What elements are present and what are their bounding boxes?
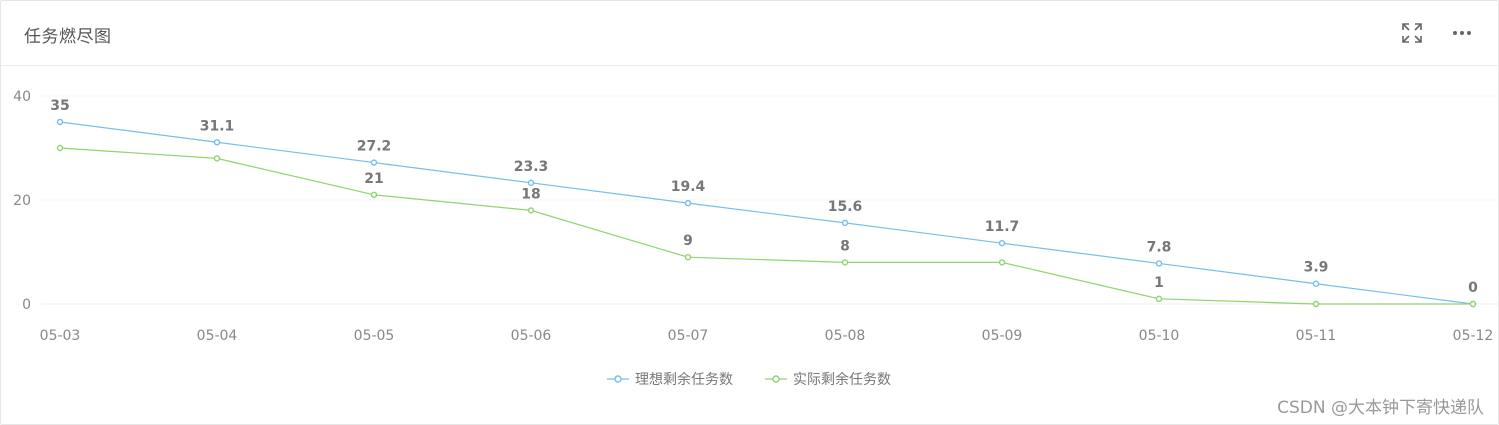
data-point[interactable] xyxy=(213,155,221,162)
y-axis-ticks: 0 20 40 xyxy=(13,89,31,313)
data-label: 31.1 xyxy=(200,118,235,134)
data-point[interactable] xyxy=(841,259,849,266)
x-tick-label: 05-09 xyxy=(982,328,1023,344)
data-point[interactable] xyxy=(1155,295,1163,302)
data-point[interactable] xyxy=(1155,260,1163,267)
series-line xyxy=(59,147,1473,305)
legend[interactable]: 理想剩余任务数 实际剩余任务数 xyxy=(607,371,891,388)
x-tick-label: 05-04 xyxy=(197,328,238,344)
data-label: 27.2 xyxy=(357,139,392,155)
data-label: 1 xyxy=(1154,275,1164,291)
data-label: 15.6 xyxy=(828,199,863,215)
x-tick-label: 05-11 xyxy=(1296,328,1337,344)
data-label: 9 xyxy=(683,233,693,249)
data-label: 7.8 xyxy=(1147,239,1172,255)
data-label: 21 xyxy=(364,171,383,187)
x-tick-label: 05-03 xyxy=(40,328,81,344)
series-group xyxy=(56,118,1477,308)
data-point[interactable] xyxy=(1312,300,1320,308)
data-label: 8 xyxy=(840,238,850,254)
data-labels: 35 31.1 27.2 23.3 19.4 15.6 11.7 7.8 3.9 0 21 18 9 8 1 xyxy=(50,98,1478,296)
data-label: 3.9 xyxy=(1304,260,1329,276)
x-tick-label: 05-05 xyxy=(354,328,395,344)
data-label: 11.7 xyxy=(985,219,1020,235)
x-tick-label: 05-07 xyxy=(668,328,709,344)
x-axis-ticks: 05-03 05-04 05-05 05-06 05-07 05-08 05-09 05-10… xyxy=(40,328,1494,344)
data-point[interactable] xyxy=(56,118,64,126)
legend-marker xyxy=(614,375,622,383)
data-point[interactable] xyxy=(998,259,1006,266)
more-icon[interactable] xyxy=(1450,21,1474,45)
data-point[interactable] xyxy=(370,159,378,166)
legend-label: 理想剩余任务数 xyxy=(635,371,733,388)
grid-lines xyxy=(41,95,1498,305)
data-point[interactable] xyxy=(370,191,378,199)
data-point[interactable] xyxy=(998,239,1006,247)
x-tick-label: 05-10 xyxy=(1139,328,1180,344)
data-point[interactable] xyxy=(841,219,849,227)
watermark: CSDN @大本钟下寄快递队 xyxy=(1277,398,1484,418)
data-point[interactable] xyxy=(527,179,535,187)
x-tick-label: 05-08 xyxy=(825,328,866,344)
legend-item[interactable]: 实际剩余任务数 xyxy=(765,371,891,388)
x-tick-label: 05-12 xyxy=(1453,328,1494,344)
card-header: 任务燃尽图 xyxy=(1,1,1498,66)
y-tick-label: 40 xyxy=(13,89,31,105)
data-point[interactable] xyxy=(684,199,692,207)
y-tick-label: 20 xyxy=(13,193,31,209)
data-label: 35 xyxy=(50,98,69,114)
series-line xyxy=(59,121,1474,305)
data-point[interactable] xyxy=(527,207,535,214)
data-point[interactable] xyxy=(213,139,221,146)
data-point[interactable] xyxy=(684,254,692,261)
x-tick-label: 05-06 xyxy=(511,328,552,344)
data-label: 18 xyxy=(521,186,540,202)
card-title: 任务燃尽图 xyxy=(24,27,112,47)
data-label: 23.3 xyxy=(514,159,549,175)
data-label: 0 xyxy=(1468,280,1478,296)
expand-icon[interactable] xyxy=(1400,21,1424,45)
y-tick-label: 0 xyxy=(22,297,31,313)
legend-marker xyxy=(772,375,780,383)
legend-label: 实际剩余任务数 xyxy=(793,371,891,388)
data-label: 19.4 xyxy=(671,179,706,195)
legend-item[interactable]: 理想剩余任务数 xyxy=(607,371,733,388)
data-point[interactable] xyxy=(1469,300,1477,308)
data-point[interactable] xyxy=(56,144,64,152)
data-point[interactable] xyxy=(1312,280,1320,287)
